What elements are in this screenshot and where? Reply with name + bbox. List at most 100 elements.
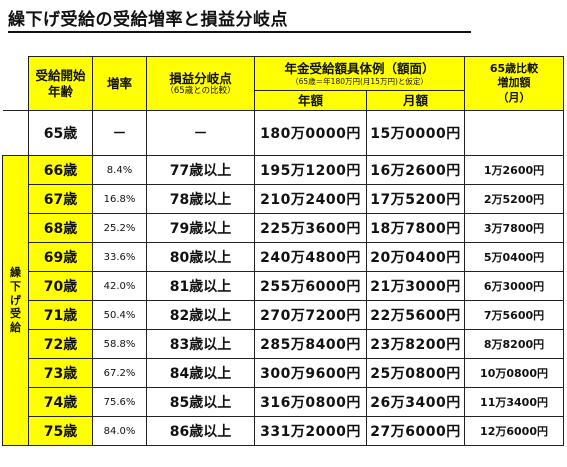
table-row: 73歳 67.2% 84歳以上 300万9600円 25万0800円 10万0800円	[3, 358, 565, 388]
header-start-age: 受給開始 年齢	[28, 56, 93, 111]
breakeven-cell: 82歳以上	[146, 300, 255, 330]
pension-table: 受給開始 年齢 増率 損益分岐点 （65歳との比較） 年金受給額具体例（額面） …	[2, 56, 565, 446]
increase-cell: 1万2600円	[464, 155, 565, 185]
side-label-char: 給	[10, 321, 21, 335]
month-amount-cell: 15万0000円	[365, 110, 466, 156]
header-example: 年金受給額具体例（額面） （65歳＝年180万円(月15万円)と仮定）	[253, 56, 466, 91]
page-title: 繰下げ受給の受給増率と損益分岐点	[8, 10, 288, 30]
header-month: 月額	[365, 90, 466, 111]
header-increase: 65歳比較 増加額 （月）	[464, 56, 565, 111]
month-amount-cell: 25万0800円	[365, 358, 466, 388]
rate-cell: 58.8%	[92, 329, 147, 359]
month-amount-cell: 20万0400円	[365, 242, 466, 272]
year-amount-cell: 195万1200円	[254, 155, 367, 185]
table-row: 68歳 25.2% 79歳以上 225万3600円 18万7800円 3万7800円	[3, 213, 565, 243]
header-year: 年額	[254, 90, 367, 111]
breakeven-cell: 83歳以上	[146, 329, 255, 359]
table-row: 74歳 75.6% 85歳以上 316万0800円 26万3400円 11万3400円	[3, 387, 565, 417]
rate-cell: 33.6%	[92, 242, 147, 272]
side-label-char: げ	[10, 293, 21, 307]
increase-cell: 3万7800円	[464, 213, 565, 243]
table-row: 72歳 58.8% 83歳以上 285万8400円 23万8200円 8万8200円	[3, 329, 565, 359]
side-blank-cell	[2, 110, 29, 156]
age-cell: 70歳	[28, 271, 93, 301]
year-amount-cell: 180万0000円	[254, 110, 367, 156]
rate-cell: 16.8%	[92, 184, 147, 214]
breakeven-cell: 86歳以上	[146, 416, 255, 446]
year-amount-cell: 285万8400円	[254, 329, 367, 359]
header-breakeven: 損益分岐点 （65歳との比較）	[146, 56, 255, 111]
header-breakeven-label: 損益分岐点	[169, 70, 232, 86]
rate-cell: 25.2%	[92, 213, 147, 243]
age-cell: 67歳	[28, 184, 93, 214]
breakeven-cell: 77歳以上	[146, 155, 255, 185]
breakeven-cell: 84歳以上	[146, 358, 255, 388]
increase-cell: 5万0400円	[464, 242, 565, 272]
increase-cell: 12万6000円	[464, 416, 565, 446]
header-increase-line3: （月）	[497, 90, 531, 104]
increase-cell: 6万3000円	[464, 271, 565, 301]
side-label-char: 繰	[10, 266, 21, 280]
rate-cell: 67.2%	[92, 358, 147, 388]
table-row: 75歳 84.0% 86歳以上 331万2000円 27万6000円 12万6000円	[3, 416, 565, 446]
increase-cell	[464, 110, 565, 156]
year-amount-cell: 270万7200円	[254, 300, 367, 330]
age-cell: 69歳	[28, 242, 93, 272]
breakeven-cell: 78歳以上	[146, 184, 255, 214]
breakeven-cell: 80歳以上	[146, 242, 255, 272]
table-row: 69歳 33.6% 80歳以上 240万4800円 20万0400円 5万0400円	[3, 242, 565, 272]
header-example-label: 年金受給額具体例（額面）	[284, 61, 435, 77]
breakeven-cell: －	[146, 110, 255, 156]
table-row-65: 65歳 － － 180万0000円 15万0000円	[2, 110, 565, 156]
side-label-char: 下	[10, 279, 21, 293]
header-rate: 増率	[92, 56, 147, 111]
year-amount-cell: 316万0800円	[254, 387, 367, 417]
title-underline	[8, 31, 471, 33]
age-cell: 74歳	[28, 387, 93, 417]
side-label-deferred: 繰下げ受給	[2, 155, 29, 446]
increase-cell: 8万8200円	[464, 329, 565, 359]
year-amount-cell: 255万6000円	[254, 271, 367, 301]
month-amount-cell: 21万3000円	[365, 271, 466, 301]
rate-cell: 75.6%	[92, 387, 147, 417]
month-amount-cell: 26万3400円	[365, 387, 466, 417]
header-example-sub: （65歳＝年180万円(月15万円)と仮定）	[291, 76, 428, 86]
table-row: 70歳 42.0% 81歳以上 255万6000円 21万3000円 6万3000円	[3, 271, 565, 301]
increase-cell: 10万0800円	[464, 358, 565, 388]
age-cell: 66歳	[28, 155, 93, 185]
rate-cell: 42.0%	[92, 271, 147, 301]
breakeven-cell: 79歳以上	[146, 213, 255, 243]
rate-cell: 8.4%	[92, 155, 147, 185]
age-cell: 71歳	[28, 300, 93, 330]
table-row: 71歳 50.4% 82歳以上 270万7200円 22万5600円 7万5600円	[3, 300, 565, 330]
header-increase-line1: 65歳比較	[489, 62, 539, 76]
side-label-char: 受	[10, 307, 21, 321]
year-amount-cell: 300万9600円	[254, 358, 367, 388]
rate-cell: 50.4%	[92, 300, 147, 330]
increase-cell: 11万3400円	[464, 387, 565, 417]
header-start-age-line2: 年齢	[47, 83, 73, 99]
age-cell: 65歳	[28, 110, 93, 156]
rate-cell: －	[92, 110, 147, 156]
increase-cell: 2万5200円	[464, 184, 565, 214]
month-amount-cell: 17万5200円	[365, 184, 466, 214]
rate-cell: 84.0%	[92, 416, 147, 446]
month-amount-cell: 16万2600円	[365, 155, 466, 185]
corner-cell	[2, 56, 29, 111]
table-row: 繰下げ受給 66歳 8.4% 77歳以上 195万1200円 16万2600円 1万2600…	[2, 155, 565, 446]
breakeven-cell: 85歳以上	[146, 387, 255, 417]
age-cell: 68歳	[28, 213, 93, 243]
header-start-age-line1: 受給開始	[35, 67, 86, 83]
table-row: 67歳 16.8% 78歳以上 210万2400円 17万5200円 2万5200円	[3, 184, 565, 214]
year-amount-cell: 225万3600円	[254, 213, 367, 243]
header-increase-line2: 増加額	[497, 76, 531, 90]
breakeven-cell: 81歳以上	[146, 271, 255, 301]
age-cell: 75歳	[28, 416, 93, 446]
year-amount-cell: 240万4800円	[254, 242, 367, 272]
increase-cell: 7万5600円	[464, 300, 565, 330]
year-amount-cell: 210万2400円	[254, 184, 367, 214]
year-amount-cell: 331万2000円	[254, 416, 367, 446]
month-amount-cell: 22万5600円	[365, 300, 466, 330]
month-amount-cell: 18万7800円	[365, 213, 466, 243]
header-breakeven-sub: （65歳との比較）	[165, 86, 236, 97]
